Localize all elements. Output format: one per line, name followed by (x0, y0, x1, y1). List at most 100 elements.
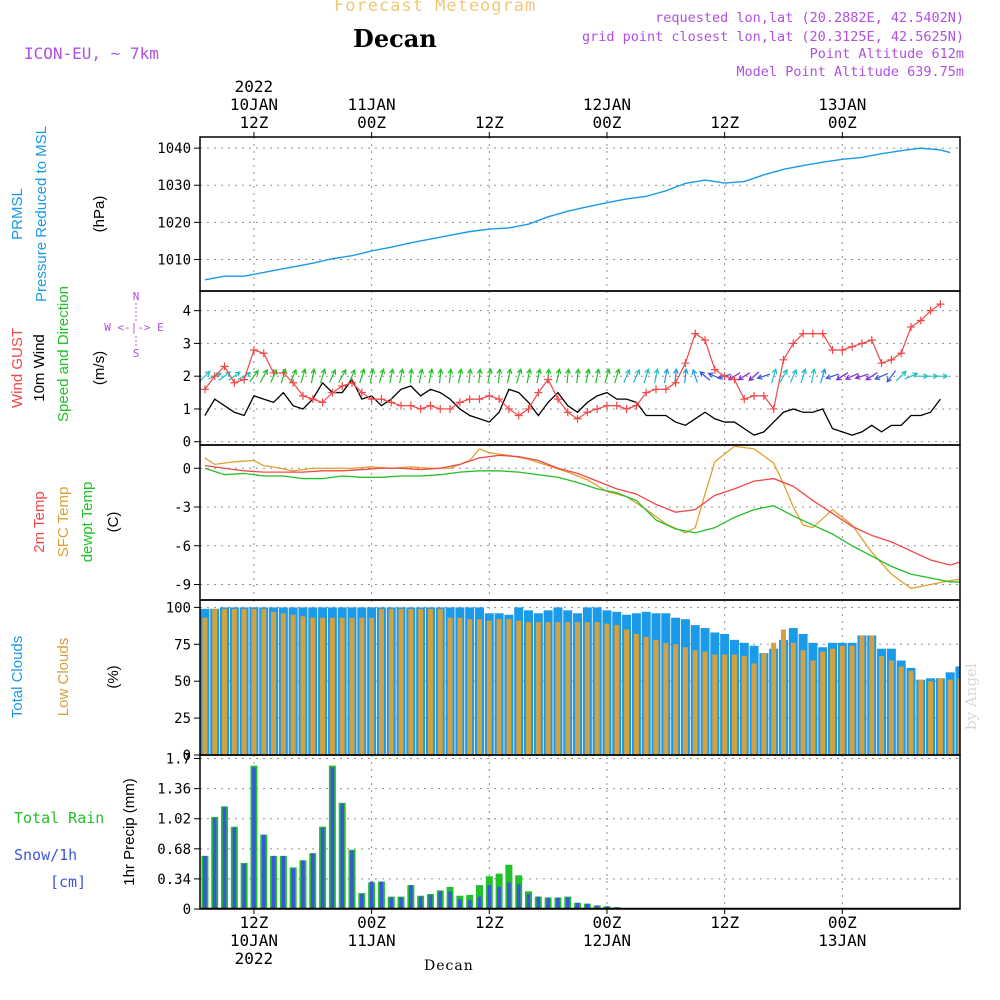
snow-bar (203, 855, 207, 909)
low-cloud-bar (290, 614, 296, 755)
low-cloud-bar (565, 622, 571, 755)
top-time-label: 12Z (239, 113, 268, 132)
low-cloud-bar (467, 619, 473, 755)
wind-gust-marker (240, 375, 249, 384)
wind-direction-arrow (300, 367, 307, 384)
snow-bar (261, 834, 266, 909)
low-cloud-bar (261, 608, 267, 755)
wind-direction-arrow (604, 367, 611, 384)
low-cloud-bar (535, 622, 541, 755)
wind-gust-marker (789, 339, 798, 348)
snow-bar (222, 807, 227, 909)
low-cloud-bar (310, 617, 316, 755)
wind-direction-arrow (457, 367, 464, 384)
wind-direction-arrow (249, 369, 259, 383)
requested-coords: requested lon,lat (20.2882E, 42.5402N) (655, 10, 964, 26)
wind-label-10m: 10m Wind (31, 334, 48, 402)
snow-bar (242, 863, 246, 909)
panel-frame (199, 136, 961, 292)
low-cloud-bar (722, 654, 728, 755)
low-cloud-bar (349, 617, 355, 755)
low-cloud-bar (839, 645, 845, 755)
snow-bar (556, 897, 560, 909)
wind-gust-marker (799, 329, 808, 338)
y-tick-label: 0.68 (157, 842, 191, 858)
wind-direction-arrow (933, 373, 949, 380)
low-cloud-bar (506, 619, 512, 755)
low-cloud-bar (869, 635, 875, 755)
wind-gust-marker (808, 329, 817, 338)
wind-direction-arrow (682, 367, 689, 384)
low-cloud-bar (594, 622, 600, 755)
pressure-label-msl: Pressure Reduced to MSL (33, 126, 50, 302)
bottom-time-label: 00Z (593, 913, 622, 932)
wind-gust-marker (563, 408, 572, 417)
wind-gust-marker (426, 401, 435, 410)
wind-direction-arrow (555, 367, 562, 384)
bottom-time-label: 12JAN (583, 931, 631, 950)
low-cloud-bar (398, 608, 404, 755)
temp-dewpt-line (204, 467, 960, 583)
wind-gust-marker (710, 365, 719, 374)
low-cloud-bar (427, 608, 433, 755)
snow-bar (232, 827, 237, 909)
wind-gust-marker (416, 404, 425, 413)
snow-bar (458, 899, 462, 909)
wind-gust-marker (249, 345, 258, 354)
bottom-time-label: 2022 (235, 949, 274, 968)
snow-bar (252, 767, 256, 909)
wind-direction-arrow (756, 373, 771, 380)
wind-direction-arrow (825, 373, 840, 380)
low-cloud-bar (359, 617, 365, 755)
wind-gust-marker (524, 404, 533, 413)
temp-label-2m: 2m Temp (31, 491, 48, 552)
temp-sfc-line (204, 445, 960, 590)
total-cloud-bar (995, 661, 1000, 755)
wind-direction-arrow (408, 367, 415, 384)
wind-gust-marker (446, 404, 455, 413)
snow-bar (271, 855, 276, 909)
y-tick-label: 2 (183, 369, 191, 385)
y-tick-label: 1.36 (157, 782, 191, 798)
low-cloud-bar (751, 663, 757, 755)
snow-bar (536, 896, 541, 909)
wind-gust-marker (348, 378, 356, 387)
location-title: Decan (353, 24, 437, 53)
point-altitude: Point Altitude 612m (809, 46, 964, 62)
wind-gust-marker (504, 404, 513, 413)
wind-gust-marker (867, 336, 876, 345)
low-cloud-bar (702, 651, 708, 755)
precip-label-cm: [cm] (50, 873, 86, 891)
snow-bar (605, 906, 609, 909)
wind-gust-marker (553, 395, 562, 404)
wind-direction-arrow (338, 368, 347, 383)
wind-direction-arrow (800, 367, 807, 384)
wind-direction-arrow (348, 368, 356, 383)
wind-gust-marker (367, 395, 376, 404)
wind-gust-marker (632, 401, 641, 410)
wind-direction-arrow (810, 367, 817, 384)
snow-bar (565, 897, 570, 909)
top-time-label: 00Z (828, 113, 857, 132)
low-cloud-bar (212, 608, 218, 755)
low-cloud-bar (633, 633, 639, 755)
panel-clouds: 0 25 50 75 100 (166, 599, 1000, 764)
wind-gust-marker (436, 404, 445, 413)
y-tick-label: 1 (183, 402, 191, 418)
top-time-label: 12JAN (583, 95, 631, 114)
snow-bar (487, 885, 492, 909)
low-cloud-bar (486, 620, 492, 755)
wind-gust-marker (279, 368, 288, 377)
wind-gust-marker (936, 300, 945, 309)
snow-bar (585, 903, 590, 909)
wind-direction-arrow (565, 367, 571, 384)
wind-gust-marker (397, 401, 406, 410)
y-tick-label: 100 (166, 600, 191, 616)
wind-gust-marker (544, 375, 553, 384)
wind-direction-arrow (594, 367, 601, 384)
y-tick-label: 1.02 (157, 812, 191, 828)
wind-gust-marker (573, 414, 582, 423)
snow-bar (369, 881, 374, 909)
wind-direction-arrow (895, 370, 907, 382)
low-cloud-bar (604, 623, 610, 755)
